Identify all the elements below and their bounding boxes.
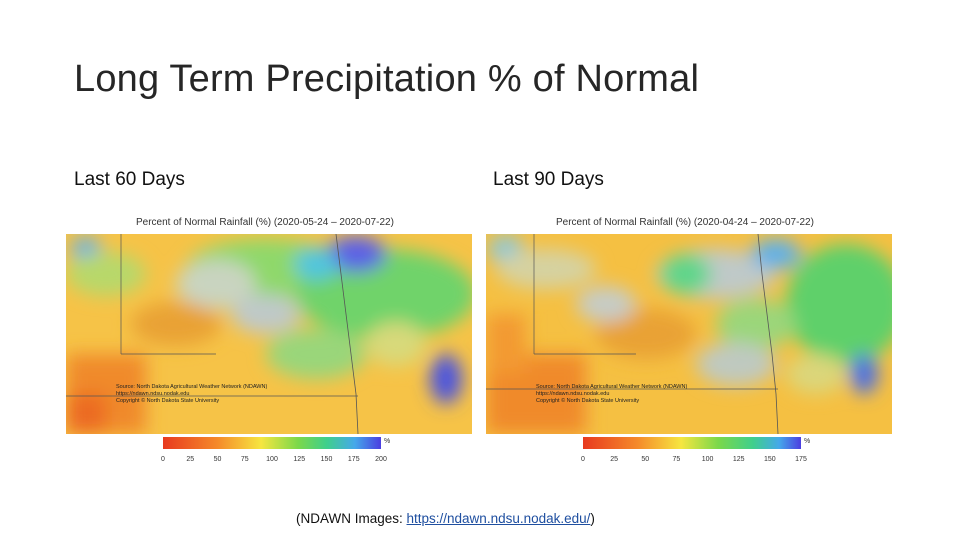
color-scale-legend: [163, 437, 381, 449]
legend-ticks: 0 25 50 75 100 125 150 175 200: [161, 456, 387, 466]
legend-tick: 75: [672, 456, 681, 463]
legend-tick: 125: [293, 456, 306, 463]
map-title: Percent of Normal Rainfall (%) (2020-04-…: [556, 217, 814, 228]
ndawn-link[interactable]: https://ndawn.ndsu.nodak.edu/: [406, 511, 591, 526]
legend-tick: 150: [320, 456, 333, 463]
rainfall-map-90-days: Percent of Normal Rainfall (%) (2020-04-…: [486, 217, 892, 474]
legend-ticks: 0 25 50 75 100 125 150 175: [581, 456, 807, 466]
right-panel-label: Last 90 Days: [493, 169, 604, 190]
legend-tick: 100: [266, 456, 278, 463]
map-title: Percent of Normal Rainfall (%) (2020-05-…: [136, 217, 394, 228]
map-source-note: Source: North Dakota Agricultural Weathe…: [536, 384, 688, 404]
rainfall-map-60-days: Percent of Normal Rainfall (%) (2020-05-…: [66, 217, 472, 474]
legend-tick: 175: [795, 456, 807, 463]
legend-tick: 25: [610, 456, 619, 463]
legend-tick: 0: [581, 456, 585, 463]
map-source-note: Source: North Dakota Agricultural Weathe…: [116, 384, 268, 404]
legend-unit: %: [384, 438, 391, 445]
legend-tick: 75: [240, 456, 249, 463]
footer-prefix: (NDAWN Images:: [296, 511, 407, 526]
precipitation-heatmap: Source: North Dakota Agricultural Weathe…: [66, 234, 472, 434]
legend-tick: 50: [641, 456, 650, 463]
precipitation-heatmap: Source: North Dakota Agricultural Weathe…: [486, 234, 892, 434]
legend-tick: 175: [347, 456, 360, 463]
legend-tick: 25: [186, 456, 195, 463]
legend-tick: 150: [764, 456, 776, 463]
legend-tick: 50: [213, 456, 222, 463]
color-scale-legend: [583, 437, 801, 449]
legend-tick: 100: [701, 456, 714, 463]
footer-suffix: ): [590, 511, 595, 526]
legend-tick: 0: [161, 456, 165, 463]
slide-title: Long Term Precipitation % of Normal: [74, 58, 700, 100]
legend-tick: 125: [732, 456, 745, 463]
legend-tick: 200: [375, 456, 387, 463]
left-panel-label: Last 60 Days: [74, 169, 185, 190]
legend-unit: %: [804, 438, 811, 445]
image-credit: (NDAWN Images: https://ndawn.ndsu.nodak.…: [296, 511, 595, 526]
